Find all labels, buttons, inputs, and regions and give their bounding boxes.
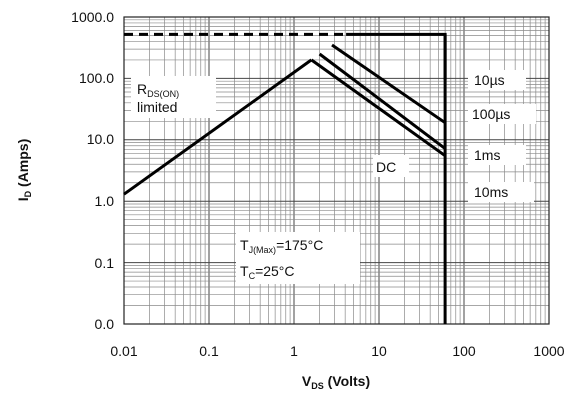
- y-tick-label: 1.0: [95, 193, 115, 209]
- plot-frame: [123, 16, 550, 325]
- y-tick-label: 100.0: [79, 70, 114, 86]
- pulse-1ms-label-bg: [468, 145, 526, 165]
- rds-on-limited-label: RDS(ON): [137, 81, 179, 99]
- rds-label-bg: [131, 76, 216, 118]
- data-lines: [123, 32, 447, 324]
- junction-temp-label: TJ(Max)=175°C: [240, 237, 323, 255]
- conditions-label-bg: [236, 232, 360, 284]
- soa-series-line: [123, 58, 313, 196]
- x-tick-label: 1: [290, 343, 298, 359]
- pulse-10ms-label: 10ms: [474, 184, 508, 200]
- soa-series-line: [310, 58, 446, 157]
- dc-label: DC: [376, 159, 396, 175]
- pulse-1ms-label: 1ms: [474, 147, 500, 163]
- y-tick-labels: 1000.0 100.0 10.0 1.0 0.1 0.0: [71, 9, 114, 332]
- y-tick-label: 0.1: [95, 255, 115, 271]
- y-axis-label: ID (Amps): [15, 139, 33, 202]
- x-tick-label: 1000: [533, 343, 564, 359]
- x-axis-label: VDS (Volts): [302, 373, 370, 391]
- y-tick-label: 0.0: [95, 316, 115, 332]
- case-temp-label: TC=25°C: [240, 263, 295, 281]
- rds-on-limited-label-line2: limited: [137, 99, 177, 115]
- pulse-10ms-label-bg: [468, 182, 534, 202]
- soa-series-line: [331, 43, 446, 124]
- dc-label-bg: [373, 155, 409, 177]
- pulse-10us-label-bg: [468, 70, 526, 90]
- pulse-10us-label: 10µs: [474, 72, 505, 88]
- x-tick-label: 10: [371, 343, 387, 359]
- pulse-100us-label: 100µs: [472, 106, 510, 122]
- y-tick-label: 1000.0: [71, 9, 114, 25]
- x-tick-label: 0.1: [199, 343, 219, 359]
- soa-series-line: [318, 52, 447, 150]
- x-tick-label: 0.01: [110, 343, 137, 359]
- pulse-100us-label-bg: [468, 104, 536, 124]
- y-tick-label: 10.0: [87, 131, 114, 147]
- x-tick-labels: 0.01 0.1 1 10 100 1000: [110, 343, 564, 359]
- x-tick-label: 100: [452, 343, 476, 359]
